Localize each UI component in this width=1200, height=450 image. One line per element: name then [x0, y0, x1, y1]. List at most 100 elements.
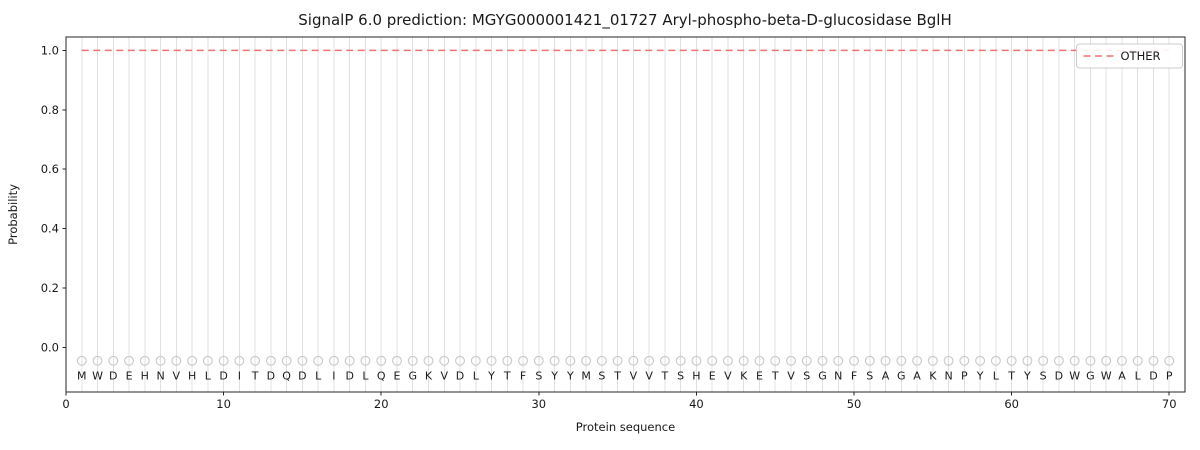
residue-marker: [187, 355, 198, 366]
residue-letter: G: [897, 370, 906, 383]
residue-marker: [833, 355, 844, 366]
residue-marker: [92, 355, 103, 366]
residue-marker: [76, 355, 87, 366]
residue-letter: I: [332, 370, 335, 383]
residue-marker: [817, 355, 828, 366]
residue-letter: V: [724, 370, 732, 383]
residue-letter: N: [834, 370, 842, 383]
residue-letter: F: [520, 370, 526, 383]
residue-marker: [675, 355, 686, 366]
residue-marker: [896, 355, 907, 366]
residue-letter: Y: [1023, 370, 1031, 383]
residue-marker: [297, 355, 308, 366]
residue-marker: [250, 355, 261, 366]
residue-letter: T: [503, 370, 511, 383]
axes-layer: 0.0 0.2 0.4 0.6 0.8 1.0 0 10 20 30 40 50 60 70: [41, 36, 1186, 411]
residue-letter: W: [1101, 370, 1112, 383]
residue-letter: N: [944, 370, 952, 383]
residue-marker: [880, 355, 891, 366]
residue-letter: T: [1007, 370, 1015, 383]
residue-letter: D: [456, 370, 464, 383]
residue-letter: D: [219, 370, 227, 383]
residue-marker: [1117, 355, 1127, 366]
residue-marker: [439, 355, 450, 366]
y-tick-label: 0.8: [41, 103, 59, 117]
residue-letter: M: [77, 370, 87, 383]
residue-marker: [486, 355, 497, 366]
residue-letter: G: [1086, 370, 1095, 383]
residue-letter: D: [267, 370, 275, 383]
residue-letter: F: [851, 370, 857, 383]
residue-letter: K: [425, 370, 433, 383]
residue-letter: S: [1040, 370, 1047, 383]
residue-marker: [1006, 355, 1017, 366]
residue-letter: S: [535, 370, 542, 383]
residue-letter: D: [298, 370, 306, 383]
residue-marker: [927, 355, 938, 366]
residue-marker: [155, 355, 166, 366]
residue-letter: L: [1135, 370, 1142, 383]
residue-letter: Q: [377, 370, 386, 383]
residue-letter: S: [677, 370, 684, 383]
residue-marker: [786, 355, 796, 366]
legend: OTHER: [1076, 43, 1183, 69]
residue-letter: V: [787, 370, 795, 383]
residue-marker: [912, 355, 923, 366]
residue-marker: [1148, 355, 1159, 366]
x-tick-label: 40: [689, 397, 704, 411]
x-tick-label: 10: [216, 397, 231, 411]
residue-letter: V: [173, 370, 181, 383]
residue-marker: [1038, 355, 1049, 366]
residue-marker: [470, 355, 481, 366]
residue-letter: S: [803, 370, 810, 383]
residue-marker: [959, 355, 970, 366]
residue-marker: [1069, 355, 1080, 366]
residue-marker: [1022, 355, 1033, 366]
residue-letter: L: [205, 370, 212, 383]
residue-letter: T: [771, 370, 779, 383]
residue-letter: L: [315, 370, 322, 383]
residue-letter: L: [993, 370, 1000, 383]
residue-letter: H: [692, 370, 700, 383]
residue-letter: Y: [550, 370, 558, 383]
residue-letter: P: [1166, 370, 1173, 383]
residue-marker: [502, 355, 513, 366]
residue-letter: A: [882, 370, 890, 383]
residue-letter: D: [345, 370, 353, 383]
residue-marker: [108, 355, 119, 366]
residue-letter: K: [740, 370, 748, 383]
residue-letter: T: [251, 370, 259, 383]
residue-letter: Y: [976, 370, 984, 383]
residue-marker: [707, 355, 718, 366]
residue-marker: [124, 355, 134, 366]
residue-marker: [612, 355, 623, 366]
residue-letter: D: [1149, 370, 1157, 383]
residue-letter: T: [661, 370, 669, 383]
residue-marker: [770, 355, 781, 366]
residue-letter: M: [581, 370, 591, 383]
residue-letter: E: [709, 370, 716, 383]
residue-letter: G: [818, 370, 827, 383]
legend-box: [1076, 43, 1183, 69]
residue-marker: [549, 355, 560, 366]
residue-marker: [518, 355, 529, 366]
residue-letter: S: [598, 370, 605, 383]
residue-letter: H: [141, 370, 149, 383]
residue-marker: [202, 355, 213, 366]
residue-letter: T: [613, 370, 621, 383]
x-tick-label: 30: [531, 397, 546, 411]
residue-letter: D: [109, 370, 117, 383]
residue-marker: [533, 355, 544, 366]
residue-letter: A: [913, 370, 921, 383]
residue-marker: [644, 355, 655, 366]
residue-letter: N: [156, 370, 164, 383]
residue-marker: [455, 355, 465, 366]
residue-letter: S: [866, 370, 873, 383]
residue-marker: [328, 355, 339, 366]
x-tick-label: 0: [62, 397, 69, 411]
residue-marker: [1085, 355, 1096, 366]
residue-marker: [344, 355, 355, 366]
residue-letter: G: [408, 370, 417, 383]
